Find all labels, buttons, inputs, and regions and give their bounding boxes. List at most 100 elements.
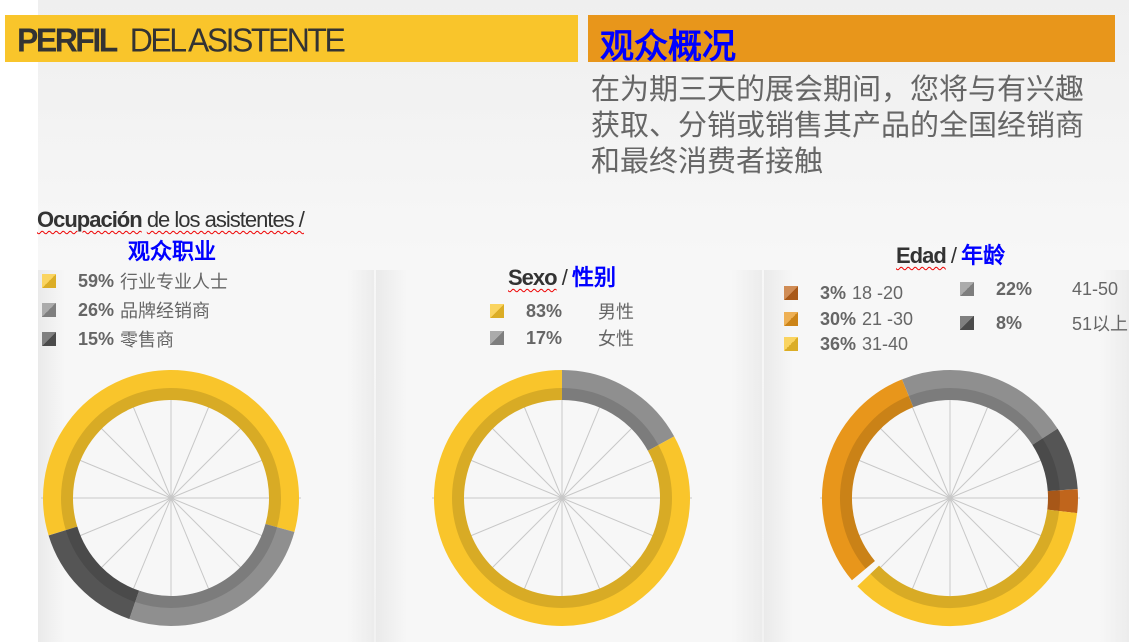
legend-label: 21 -30 [862, 308, 914, 329]
title-bold: PERFIL [17, 21, 118, 59]
legend-item: 26% 品牌经销商 [42, 298, 210, 322]
legend-swatch [784, 312, 798, 326]
spoke-line [170, 497, 276, 542]
legend-label: 行业专业人士 [120, 272, 229, 292]
chart-title-age: Edad / 年龄 [896, 243, 1006, 268]
panel-sex [376, 270, 762, 642]
donut-slice [43, 370, 299, 536]
title-cn: 性别 [571, 265, 616, 290]
legend-percent: 36% [820, 333, 857, 354]
legend-percent: 8% [996, 312, 1023, 333]
title-cn-occupation: 观众职业 [128, 239, 217, 264]
spoke-line [869, 417, 951, 499]
spoke-line [518, 497, 563, 603]
spoke-line [906, 497, 951, 603]
donut-chart [432, 370, 692, 626]
slice-shade [1047, 490, 1060, 512]
slice-shade [452, 388, 672, 608]
legend-percent: 17% [526, 327, 563, 348]
spoke-line [170, 417, 252, 499]
spoke-line [170, 454, 276, 499]
spoke-line [949, 417, 1031, 499]
legend-percent: 15% [78, 328, 115, 349]
spoke-line [845, 497, 951, 542]
legend-swatch [960, 316, 974, 330]
spoke-line [170, 497, 252, 579]
legend-percent: 22% [996, 278, 1033, 299]
spoke-line [561, 497, 606, 603]
donut-chart [820, 370, 1080, 626]
spoke-line [561, 497, 667, 542]
chart-title-sex: Sexo / 性别 [508, 265, 616, 290]
spoke-line [561, 417, 643, 499]
description: 在为期三天的展会期间，您将与有兴趣获取、分销或销售其产品的全国经销商和最终消费者… [591, 74, 1085, 178]
spoke-line [170, 497, 215, 603]
spoke-line [127, 393, 172, 499]
donut-slice [561, 370, 675, 452]
spoke-line [906, 393, 951, 499]
legend-label: 51以上 [1072, 314, 1129, 334]
legend-label: 男性 [598, 302, 635, 322]
legend-percent: 59% [78, 270, 115, 291]
donut-slice [434, 370, 690, 626]
legend-swatch [784, 286, 798, 300]
legend-label: 31-40 [862, 333, 909, 354]
spoke-line [457, 497, 563, 542]
spoke-line [518, 393, 563, 499]
legend-item: 3% 18 -20 [784, 281, 903, 305]
donut-slice [1047, 489, 1078, 514]
spoke-line [481, 497, 563, 579]
slice-shade [65, 526, 140, 603]
donut-slice [48, 526, 140, 620]
title-cn: 观众概况 [600, 28, 736, 66]
legend-swatch [42, 332, 56, 346]
slice-shade [870, 509, 1060, 608]
slice-shade [135, 523, 278, 608]
donut-slice [1032, 428, 1078, 492]
legend-swatch [784, 337, 798, 351]
legend-percent: 30% [820, 308, 857, 329]
title-es: Ocupación [37, 207, 143, 232]
title-bar-right: 观众概况 [588, 15, 1115, 66]
donut-chart [41, 370, 301, 626]
legend-item: 36% 31-40 [784, 332, 908, 356]
spoke-line [481, 417, 563, 499]
legend-swatch [960, 282, 974, 296]
spoke-line [66, 497, 172, 542]
legend-label: 品牌经销商 [120, 301, 211, 321]
title-es: Sexo [508, 265, 558, 290]
legend-label: 女性 [598, 329, 635, 349]
donut-slice [822, 379, 914, 581]
spoke-line [90, 497, 172, 579]
legend-label: 零售商 [120, 330, 175, 350]
donut-slice [902, 370, 1058, 446]
legend-percent: 26% [78, 299, 115, 320]
spoke-line [457, 454, 563, 499]
legend-item: 17% 女性 [490, 326, 634, 350]
chart-title-occupation: Ocupación de los asistentes / [37, 207, 305, 233]
title-rest: DEL ASISTENTE [129, 21, 346, 59]
legend-swatch [42, 274, 56, 288]
legend-item: 59% 行业专业人士 [42, 269, 228, 293]
legend-item: 30% 21 -30 [784, 307, 913, 331]
legend-swatch [490, 331, 504, 345]
spoke-line [561, 454, 667, 499]
spoke-line [869, 497, 951, 579]
title-es-rest: de los asistentes / [146, 207, 305, 232]
legend-label: 18 -20 [852, 282, 904, 303]
spoke-line [949, 497, 1055, 542]
legend-label: 41-50 [1072, 278, 1119, 299]
legend-swatch [490, 304, 504, 318]
slice-shade [840, 396, 914, 569]
slice-shade [561, 388, 659, 451]
spoke-line [845, 454, 951, 499]
title-cn: 年龄 [961, 243, 1006, 268]
spoke-line [127, 497, 172, 603]
legend-item: 8% 51以上 [960, 311, 1128, 335]
legend-swatch [42, 303, 56, 317]
spoke-line [66, 454, 172, 499]
legend-percent: 83% [526, 300, 563, 321]
donut-slice [857, 509, 1078, 626]
legend-item: 83% 男性 [490, 299, 634, 323]
